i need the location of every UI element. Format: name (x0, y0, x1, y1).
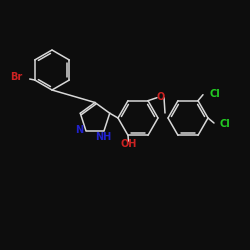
Text: O: O (157, 92, 165, 102)
Text: Cl: Cl (209, 89, 220, 99)
Text: N: N (75, 125, 84, 135)
Text: Cl: Cl (219, 119, 230, 129)
Text: OH: OH (121, 139, 137, 149)
Text: Br: Br (10, 72, 23, 82)
Text: NH: NH (95, 132, 111, 141)
